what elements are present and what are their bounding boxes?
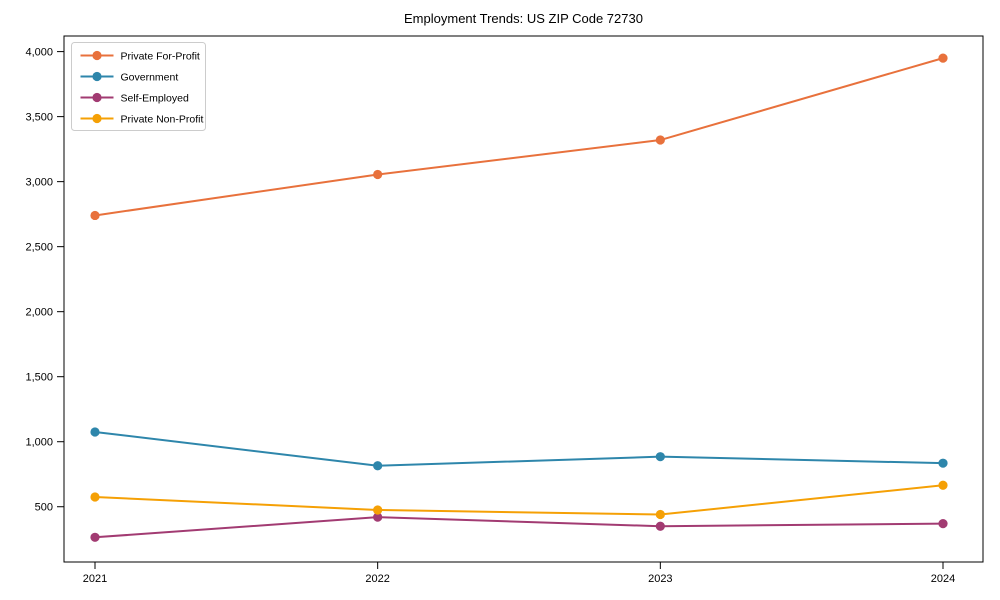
legend-item-government: Government (80, 71, 179, 83)
data-point-government-2022 (373, 461, 383, 471)
y-tick-label: 2,500 (25, 242, 53, 254)
plot-border (63, 35, 984, 563)
x-axis: 2021 2022 2023 2024 (83, 562, 955, 585)
series-private-non-profit (90, 480, 948, 520)
data-point-government-2021 (90, 427, 100, 437)
series-line-government (94, 430, 944, 467)
data-point-private-non-profit-2021 (90, 492, 100, 502)
legend-label: Private For-Profit (121, 50, 200, 62)
chart-title: Employment Trends: US ZIP Code 72730 (404, 11, 643, 26)
legend-box (71, 42, 206, 131)
legend-marker-icon (92, 92, 102, 103)
data-point-private-non-profit-2024 (938, 480, 948, 490)
y-tick-label: 1,500 (25, 372, 53, 384)
x-tick-label: 2021 (83, 573, 107, 585)
data-point-government-2023 (655, 452, 665, 462)
legend-label: Private Non-Profit (121, 113, 204, 125)
data-point-self-employed-2024 (938, 519, 948, 529)
y-tick-label: 500 (35, 502, 53, 514)
data-point-private-non-profit-2023 (655, 509, 665, 520)
series-self-employed (90, 512, 948, 542)
y-tick-label: 2,000 (25, 307, 53, 319)
legend-label: Government (121, 71, 179, 83)
data-point-self-employed-2023 (655, 521, 665, 531)
series-private-for-profit (90, 53, 948, 221)
legend-marker-icon (92, 50, 102, 61)
legend-marker-icon (92, 71, 102, 82)
y-axis: 500 1,000 1,500 2,000 2,500 3,000 3,500 4,000 (25, 47, 64, 514)
data-point-self-employed-2021 (90, 532, 100, 542)
series-government (90, 427, 948, 471)
data-point-private-for-profit-2021 (90, 210, 100, 221)
legend-label: Self-Employed (121, 92, 189, 104)
x-tick-label: 2024 (931, 573, 955, 585)
y-tick-label: 4,000 (25, 47, 53, 59)
legend: Private For-Profit Government Self-Employe… (71, 42, 206, 131)
data-point-self-employed-2022 (373, 512, 383, 522)
y-tick-label: 1,000 (25, 437, 53, 449)
data-point-private-non-profit-2022 (373, 505, 383, 515)
series-line-private-for-profit (94, 57, 944, 217)
x-tick-label: 2022 (365, 573, 389, 585)
y-tick-label: 3,500 (25, 112, 53, 124)
legend-item-private-for-profit: Private For-Profit (80, 50, 200, 62)
data-point-private-for-profit-2024 (938, 53, 948, 63)
data-point-private-for-profit-2022 (373, 169, 383, 180)
series-line-private-non-profit (94, 484, 944, 516)
data-point-private-for-profit-2023 (655, 135, 665, 145)
x-tick-label: 2023 (648, 573, 672, 585)
data-point-government-2024 (938, 458, 948, 468)
y-tick-label: 3,000 (25, 177, 53, 189)
legend-item-self-employed: Self-Employed (80, 92, 189, 104)
series-line-self-employed (94, 516, 944, 539)
legend-marker-icon (92, 113, 102, 124)
legend-item-private-non-profit: Private Non-Profit (80, 113, 204, 125)
